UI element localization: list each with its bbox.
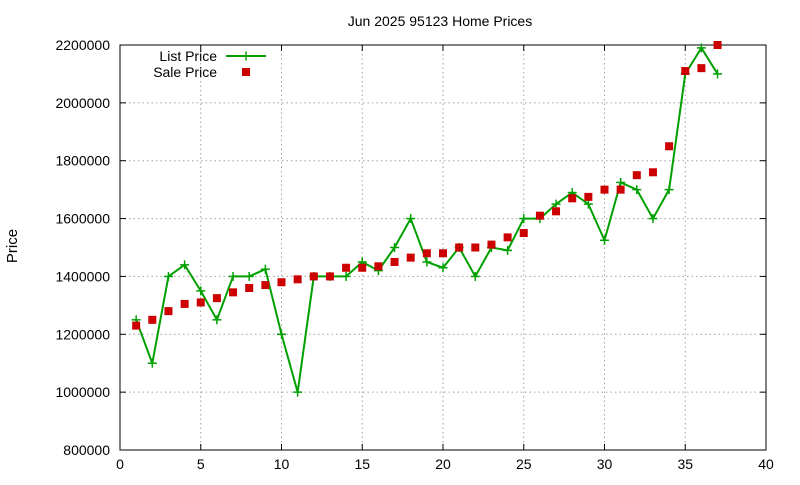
list-price-point [260,264,270,274]
sale-price-point [245,284,254,292]
list-price-point [293,387,303,397]
sale-price-point [487,240,496,249]
list-price-point [244,271,254,281]
list-price-point [341,271,351,281]
sale-price-point [358,263,367,272]
y-tick-label: 1000000 [55,384,110,400]
sale-price-point [665,142,674,151]
sale-price-point [713,41,722,49]
x-tick-label: 10 [274,456,290,472]
legend-label: Sale Price [153,64,217,80]
list-price-point [503,245,513,255]
sale-price-point [406,253,415,262]
list-price-point [422,257,432,267]
list-price-point [438,263,448,273]
sale-price-point [439,249,447,258]
list-price-point [696,43,706,53]
legend-label: List Price [159,48,217,64]
sale-price-point [697,64,706,73]
x-tick-label: 20 [435,456,451,472]
sale-price-point [681,67,690,76]
sale-price-point [471,243,480,252]
chart-title: Jun 2025 95123 Home Prices [348,13,532,29]
sale-price-point [325,272,334,281]
sale-price-point [261,281,270,290]
y-tick-label: 2200000 [55,37,110,53]
x-tick-label: 0 [116,456,124,472]
y-tick-label: 1400000 [55,268,110,284]
x-tick-label: 35 [677,456,693,472]
y-tick-label: 2000000 [55,95,110,111]
legend-marker [242,68,250,76]
list-price-point [277,329,286,339]
sale-price-point [180,299,189,308]
sale-price-point [422,249,431,258]
sale-price-point [293,275,302,284]
list-price-point [212,315,222,325]
x-tick-label: 30 [597,456,613,472]
sale-price-point [390,257,399,266]
list-price-point [470,271,480,281]
sale-price-point [519,229,528,238]
list-price-point [632,185,642,195]
list-price-point [616,177,626,187]
sale-price-point [455,243,464,252]
x-tick-label: 15 [354,456,370,472]
sale-price-point [309,272,318,281]
x-tick-label: 25 [516,456,532,472]
list-price-point [648,214,658,224]
list-price-point [390,243,400,252]
list-price-point [519,214,529,224]
sale-price-point [568,194,577,203]
sale-price-point [196,298,205,307]
legend-marker [241,51,251,61]
y-tick-label: 800000 [63,442,110,458]
list-price-point [551,199,561,209]
list-price-point [600,235,609,245]
x-tick-label: 40 [758,456,774,472]
list-price-point [583,199,593,209]
y-tick-label: 1200000 [55,326,110,342]
list-price-point [228,271,238,281]
list-price-point [180,260,190,270]
sale-price-point [229,288,238,297]
list-price-point [163,271,173,281]
sale-price-point [584,192,593,201]
sale-price-point [164,307,173,316]
sale-price-point [552,207,561,216]
y-tick-label: 1800000 [55,153,110,169]
sale-price-point [503,233,512,242]
list-price-point [406,214,416,224]
sale-price-point [212,294,221,303]
series [131,41,723,397]
axes: 0 5 10 15 20 25 30 35 40 800000 1000000 1200000 1400… [55,37,774,472]
sale-price-point [632,171,641,180]
list-price-point [713,69,723,79]
list-price-point [147,358,157,368]
sale-price-point [374,262,383,271]
y-axis-label: Price [4,229,21,263]
y-tick-label: 1600000 [55,211,110,227]
x-tick-label: 5 [197,456,205,472]
list-price-point [664,185,674,195]
sale-price-point [648,168,657,177]
sale-price-point [277,278,286,287]
grid-lines [120,45,766,450]
sale-price-point [616,185,625,194]
sale-price-point [600,185,609,194]
sale-price-point [148,315,157,324]
sale-price-point [535,211,544,220]
sale-price-point [342,263,351,272]
list-price-point [196,286,206,296]
sale-price-point [132,321,141,330]
list-price-line [135,46,719,394]
